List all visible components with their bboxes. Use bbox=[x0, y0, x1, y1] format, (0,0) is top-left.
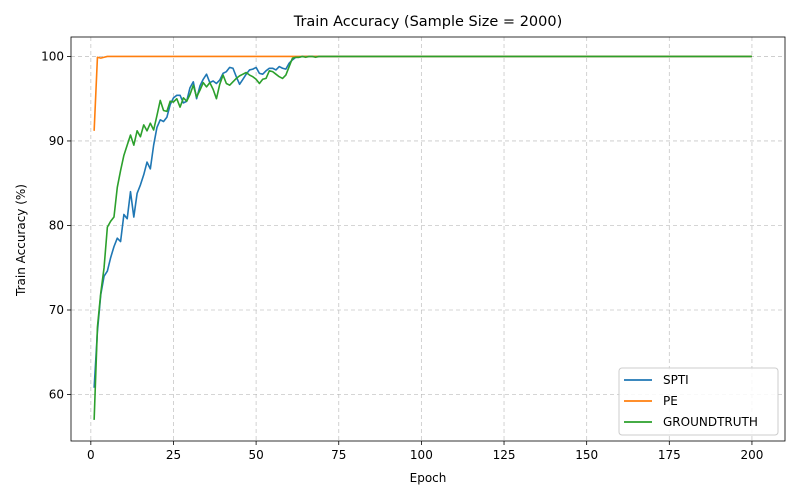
x-tick-label: 0 bbox=[87, 448, 95, 462]
x-tick-label: 50 bbox=[248, 448, 263, 462]
legend-label-groundtruth: GROUNDTRUTH bbox=[663, 415, 758, 429]
x-tick-label: 150 bbox=[575, 448, 598, 462]
y-axis-title: Train Accuracy (%) bbox=[14, 184, 28, 297]
plot-frame bbox=[70, 36, 786, 442]
x-tick-label: 175 bbox=[658, 448, 681, 462]
legend-label-pe: PE bbox=[663, 394, 678, 408]
legend: SPTI PE GROUNDTRUTH bbox=[618, 367, 779, 436]
series-line-spti bbox=[93, 55, 752, 388]
chart-title: Train Accuracy (Sample Size = 2000) bbox=[293, 14, 563, 30]
y-axis: 60 70 80 90 100 bbox=[41, 49, 71, 402]
series-lines bbox=[93, 55, 752, 420]
x-tick-label: 125 bbox=[493, 448, 516, 462]
x-tick-label: 25 bbox=[166, 448, 181, 462]
legend-label-spti: SPTI bbox=[663, 373, 689, 387]
x-axis-title: Epoch bbox=[410, 471, 447, 485]
series-line-groundtruth bbox=[93, 55, 752, 420]
legend-box bbox=[618, 367, 779, 436]
y-tick-label: 70 bbox=[49, 303, 64, 317]
y-tick-label: 100 bbox=[41, 49, 64, 63]
y-tick-label: 90 bbox=[49, 134, 64, 148]
x-tick-label: 200 bbox=[740, 448, 763, 462]
series-line-pe bbox=[93, 55, 752, 131]
x-axis: 0 25 50 75 100 125 150 175 200 bbox=[87, 441, 763, 462]
x-tick-label: 100 bbox=[410, 448, 433, 462]
x-tick-label: 75 bbox=[331, 448, 346, 462]
y-tick-label: 80 bbox=[49, 218, 64, 232]
y-tick-label: 60 bbox=[49, 388, 64, 402]
